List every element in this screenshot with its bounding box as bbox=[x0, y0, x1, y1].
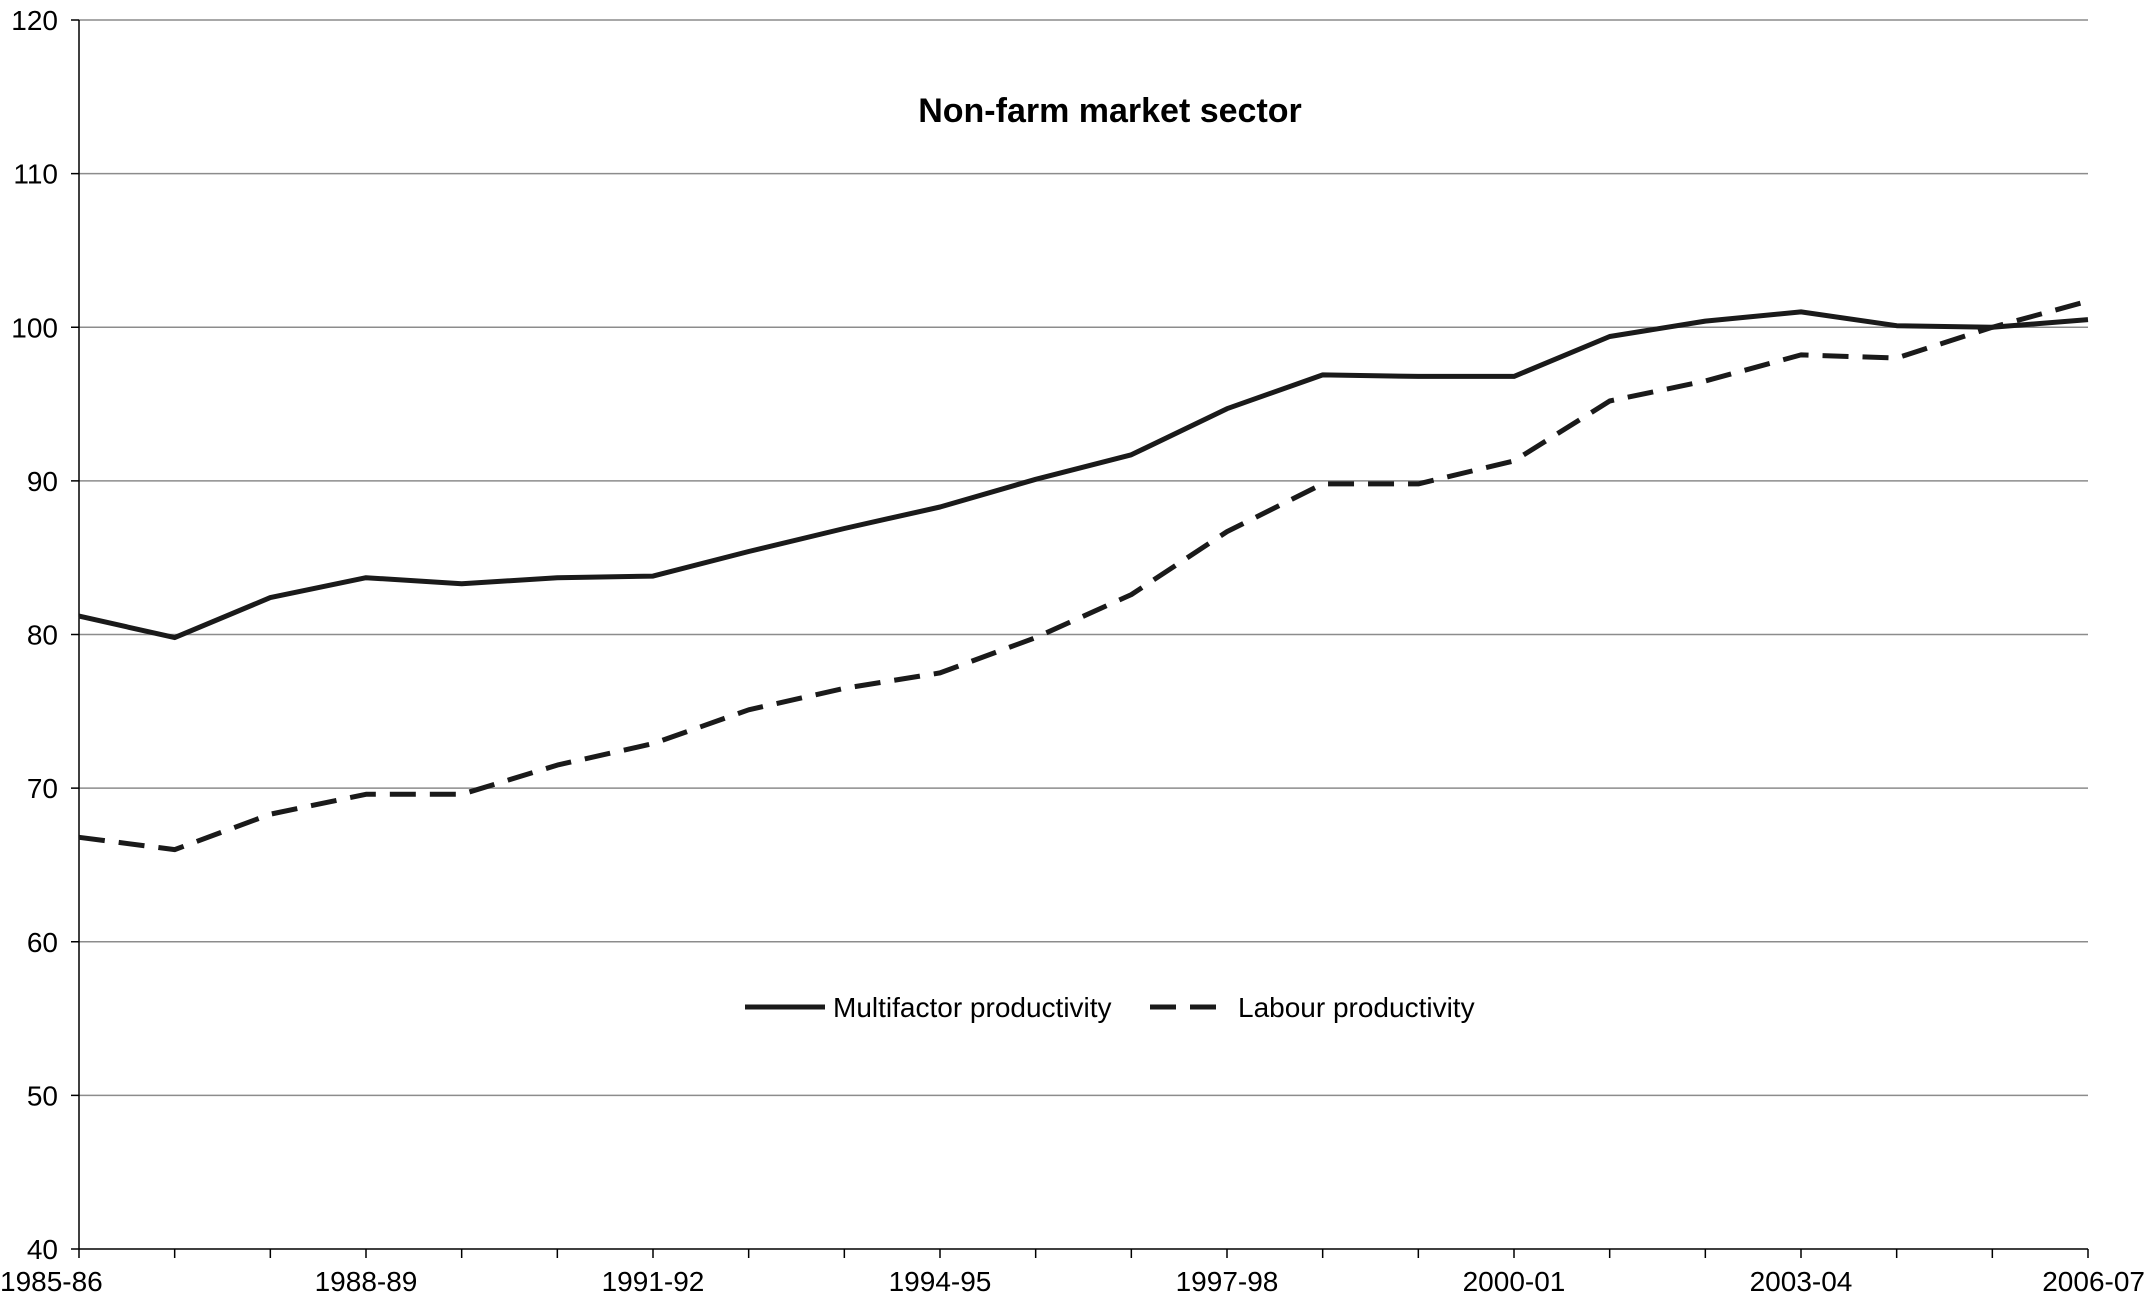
legend: Multifactor productivity Labour producti… bbox=[745, 992, 1475, 1023]
gridlines bbox=[79, 19, 2088, 1097]
legend-label-multifactor: Multifactor productivity bbox=[833, 992, 1112, 1023]
series-lines bbox=[78, 298, 2089, 853]
y-tick-label: 80 bbox=[27, 620, 58, 651]
x-tick-label: 1988-89 bbox=[315, 1266, 418, 1297]
x-tick-label: 1997-98 bbox=[1176, 1266, 1279, 1297]
y-tick-label: 100 bbox=[11, 312, 58, 343]
y-tick-label: 70 bbox=[27, 773, 58, 804]
series-line-multifactor-productivity bbox=[78, 309, 2089, 641]
y-tick-label: 110 bbox=[13, 159, 58, 190]
x-tick-label: 2006-07 bbox=[2042, 1266, 2145, 1297]
x-axis-ticks: 1985-86 1988-89 1991-92 1994-95 1997-98 2000-… bbox=[0, 1249, 2145, 1297]
y-tick-label: 50 bbox=[27, 1080, 58, 1111]
x-tick-label: 1991-92 bbox=[602, 1266, 705, 1297]
y-tick-label: 40 bbox=[27, 1234, 58, 1265]
series-line-labour-productivity bbox=[78, 298, 2089, 853]
y-tick-label: 120 bbox=[11, 5, 58, 36]
x-tick-label: 2000-01 bbox=[1463, 1266, 1566, 1297]
y-axis-ticks: 40 50 60 70 80 90 100 110 120 bbox=[11, 5, 79, 1265]
x-tick-label: 1985-86 bbox=[0, 1266, 103, 1297]
y-tick-label: 90 bbox=[27, 466, 58, 497]
x-tick-label: 1994-95 bbox=[889, 1266, 992, 1297]
x-tick-label: 2003-04 bbox=[1750, 1266, 1853, 1297]
y-tick-label: 60 bbox=[27, 927, 58, 958]
legend-label-labour: Labour productivity bbox=[1238, 992, 1475, 1023]
chart-title: Non-farm market sector bbox=[918, 92, 1302, 130]
